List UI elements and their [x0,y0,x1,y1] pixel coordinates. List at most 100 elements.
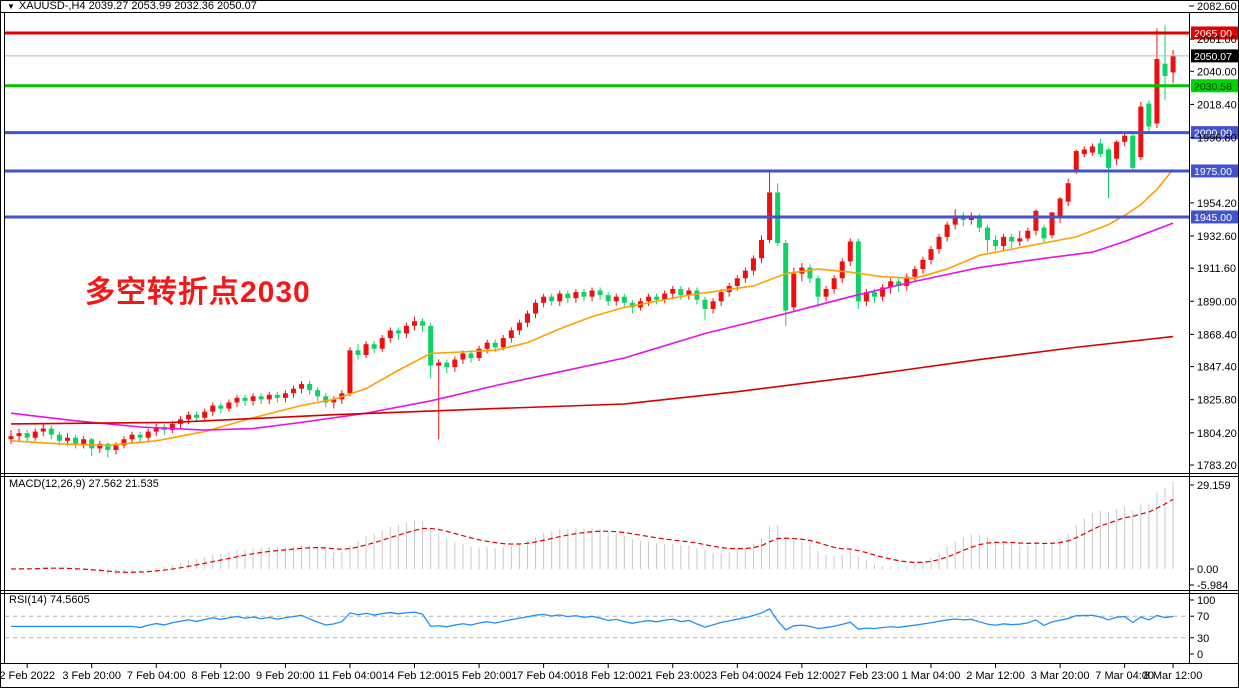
price-tick-label: 1996.80 [1197,133,1237,145]
time-label: 15 Feb 20:00 [447,670,512,682]
candle-body [282,393,288,398]
candle-body [896,281,902,286]
candle-body [1057,198,1063,219]
candle-body [718,292,724,302]
candle-body [24,433,30,438]
candle-body [759,239,765,259]
time-label: 9 Feb 20:00 [256,670,315,682]
candle-body [218,405,224,409]
time-label: 11 Feb 04:00 [318,670,382,682]
ma-fast-line [10,168,1174,447]
candle-body [1001,236,1007,247]
price-badge [1191,210,1238,224]
candle-body [750,258,756,271]
candle-body [371,344,377,349]
candle-body [145,431,151,438]
bull-bear-turning-point-annotation: 多空转折点2030 [85,276,311,309]
rsi-tick-label: 0 [1197,649,1203,661]
candle-body [420,321,426,326]
candle-body [710,301,716,309]
candle-body [129,434,135,440]
candle-body [646,296,652,302]
candle-body [847,241,853,262]
time-label: 24 Feb 12:00 [769,670,834,682]
candle-body [194,414,200,418]
candle-body [791,273,797,308]
candle-body [202,411,208,418]
candle-body [1154,59,1160,124]
candle-body [783,243,789,311]
candle-body [97,443,103,449]
candle-body [1106,149,1112,168]
price-tick-label: 1804.20 [1197,428,1237,440]
candle-body [654,296,660,300]
candle-body [48,428,54,435]
candle-body [210,405,216,412]
price-badge-label: 1945.00 [1194,212,1232,224]
time-label: 21 Feb 23:00 [640,670,705,682]
candle-body [565,293,571,299]
candle-body [904,276,910,286]
candle-body [226,402,232,409]
candle-body [64,437,70,441]
candle-body [387,330,393,339]
rsi-tick-label: 100 [1197,595,1215,607]
candle-body [452,359,458,368]
price-badge-label: 2050.07 [1194,51,1232,63]
candle-body [1033,210,1039,231]
candle-body [89,439,95,449]
time-label: 3 Feb 20:00 [62,670,121,682]
price-badge [1191,126,1238,140]
candle-body [541,296,547,303]
candle-body [444,362,450,368]
candle-body [936,236,942,250]
candle-body [1025,230,1031,239]
candle-body [524,313,530,323]
candle-body [476,348,482,358]
rsi-line [11,608,1174,631]
candle-body [1081,149,1087,155]
candle-body [589,290,595,297]
candle-body [944,224,950,237]
price-tick-label: 1847.40 [1197,362,1237,374]
candle-body [500,338,506,348]
candle-body [686,290,692,296]
ma-slow-line [10,335,1174,425]
candle-body [40,428,46,432]
candle-body [928,249,934,260]
price-tick-label: 2018.40 [1197,99,1237,111]
candle-body [976,215,982,228]
rsi-tick-label: 70 [1197,611,1209,623]
time-label: 1 Mar 04:00 [902,670,961,682]
candle-body [403,325,409,334]
candle-body [508,330,514,339]
candle-body [258,396,264,400]
candle-body [347,350,353,394]
price-badge [1191,26,1238,40]
candle-body [492,342,498,348]
time-label: 23 Feb 04:00 [705,670,770,682]
candle-body [242,397,248,401]
candle-body [1065,183,1071,202]
candle-body [855,241,861,302]
candle-body [436,362,442,366]
candle-body [1122,135,1128,142]
collapse-chart-icon[interactable]: ▼ [7,2,15,11]
candle-body [912,269,918,277]
time-label: 8 Feb 12:00 [191,670,250,682]
candle-body [32,431,38,438]
candle-body [169,423,175,431]
candle-body [307,384,313,391]
candle-body [186,414,192,420]
candle-body [250,396,256,401]
candle-body [412,321,417,326]
candle-body [379,338,385,349]
candle-body [662,293,668,300]
candle-body [702,299,708,309]
price-badge-label: 2065.00 [1194,28,1232,40]
candle-body [621,296,627,303]
rsi-tick-label: 30 [1197,633,1209,645]
price-tick-label: 2082.60 [1197,1,1237,13]
time-label: 17 Feb 04:00 [511,670,576,682]
